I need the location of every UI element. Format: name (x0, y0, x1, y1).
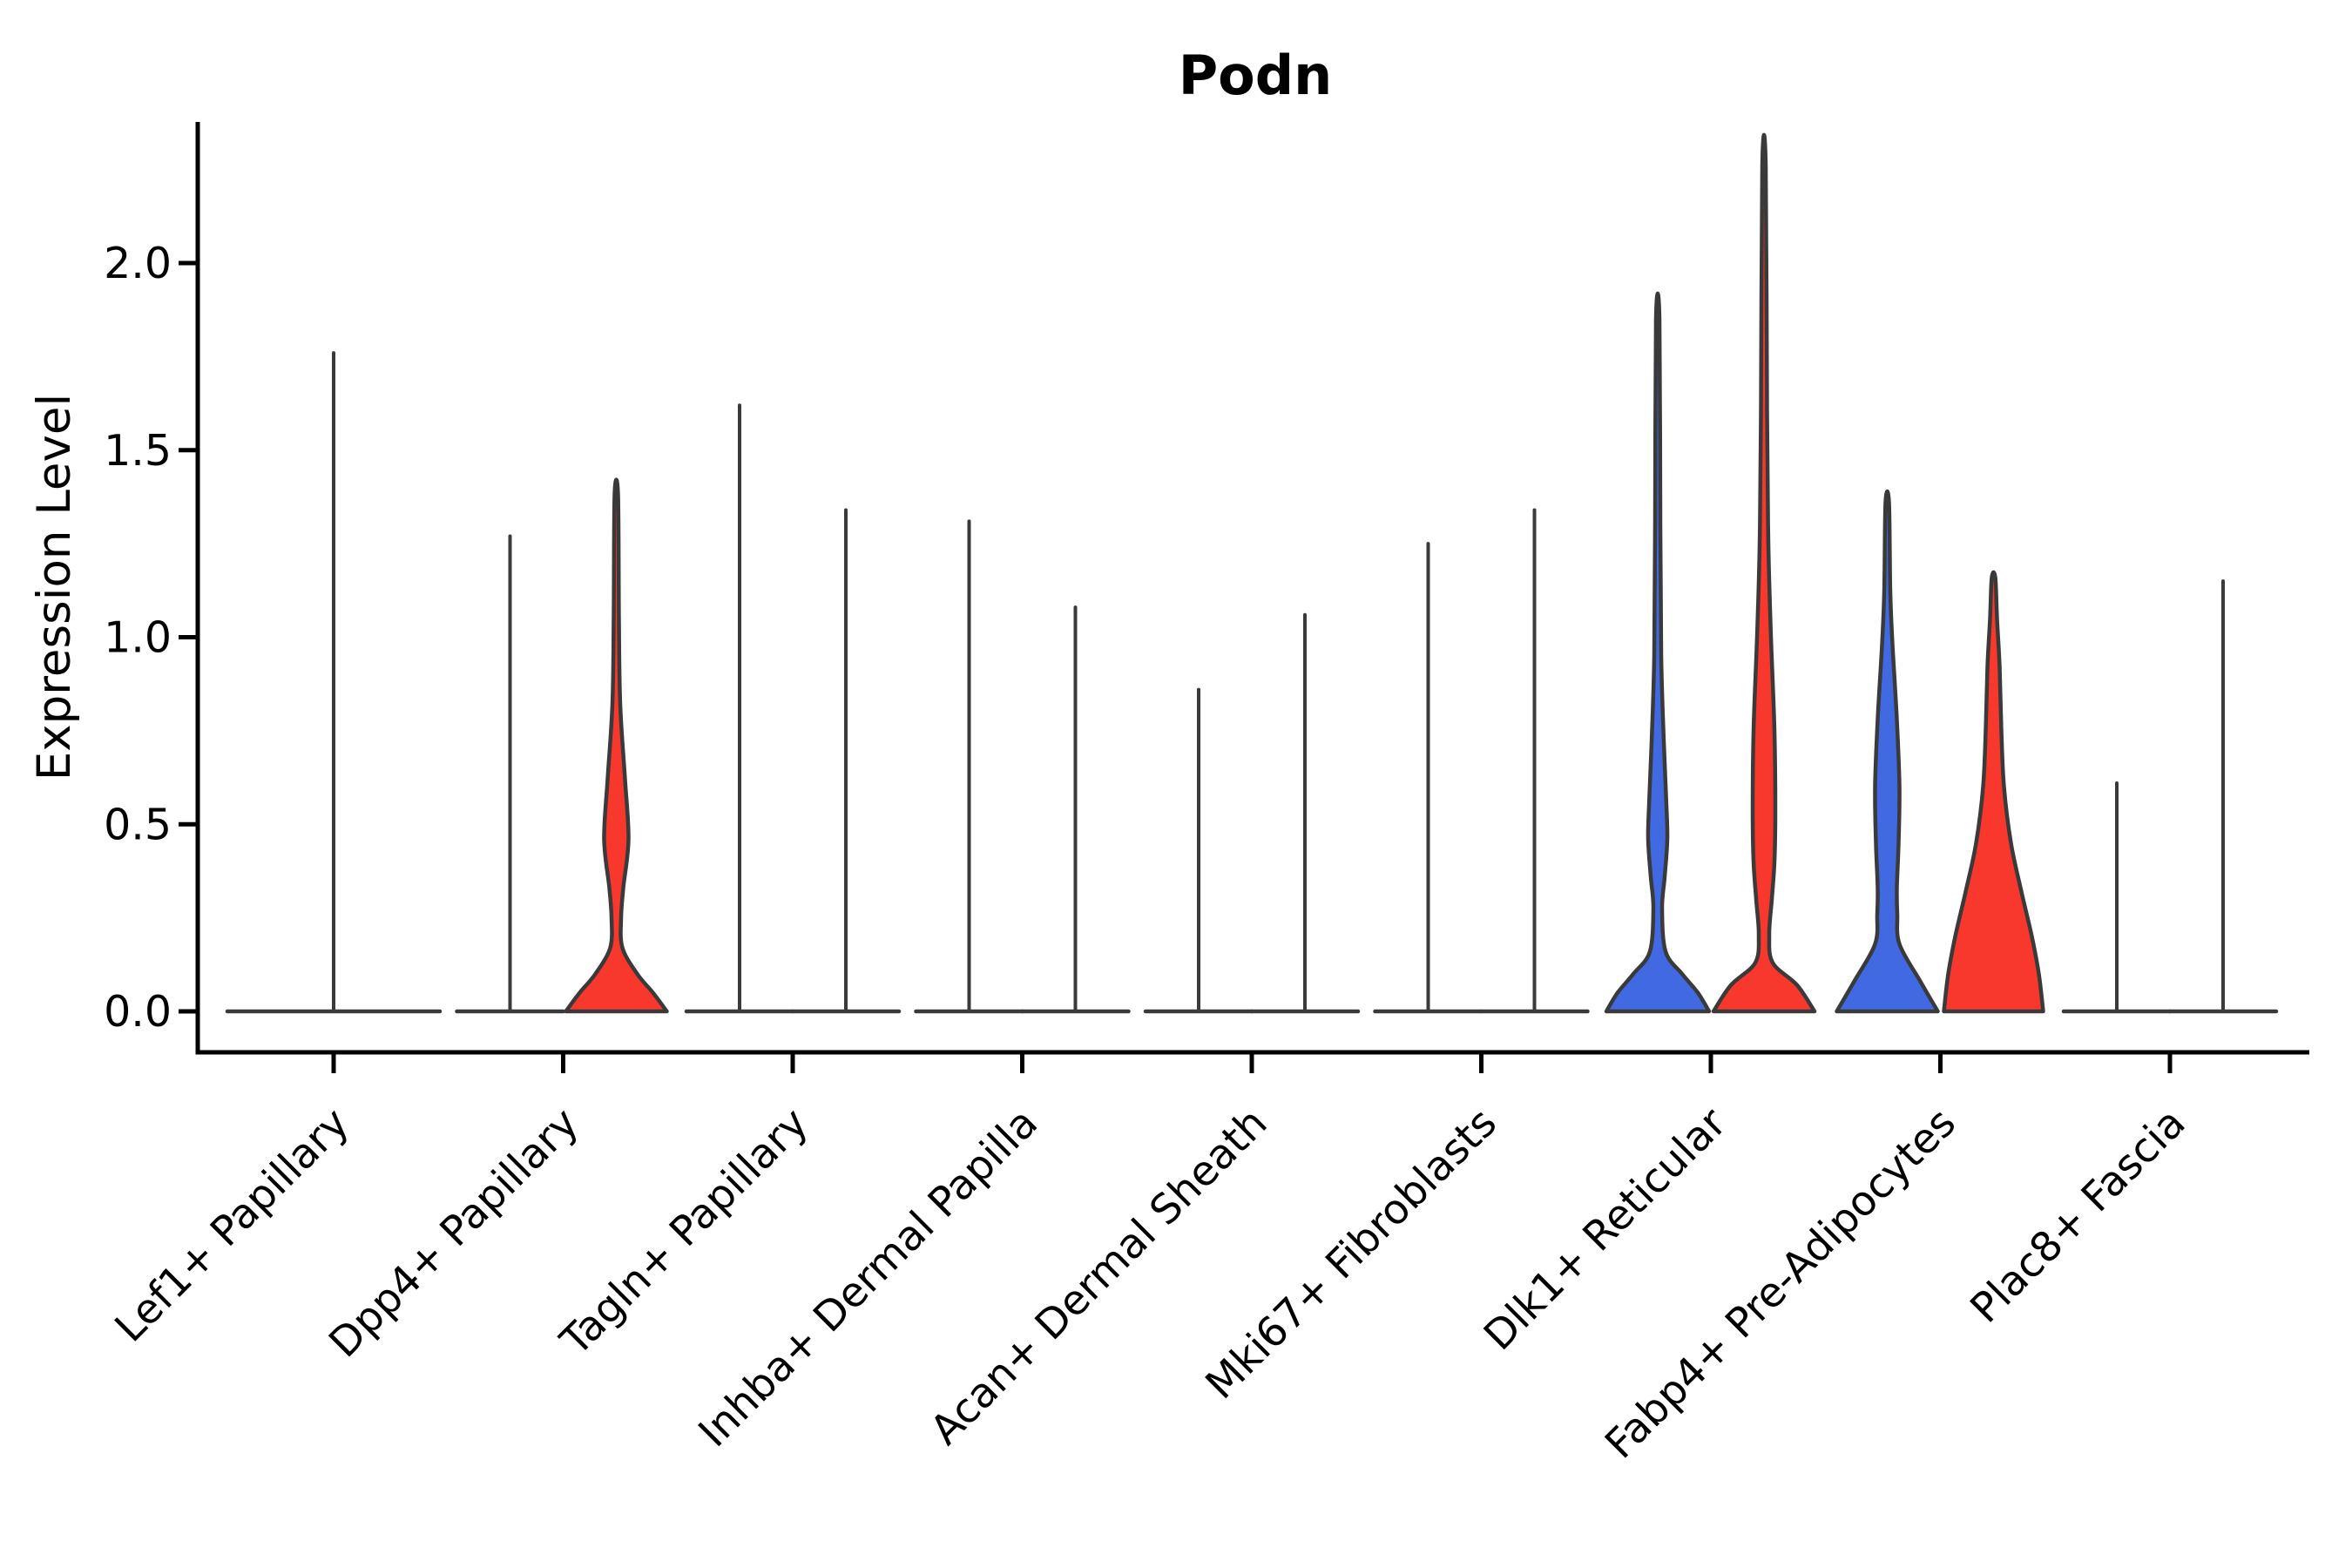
y-tick-label-1.0: 1.0 (104, 613, 172, 663)
x-tick-label-dlk1-reticular: Dlk1+ Reticular (1475, 1098, 1736, 1360)
y-tick-label-2.0: 2.0 (104, 239, 172, 288)
x-tick-label-lef1-papillary: Lef1+ Papillary (106, 1099, 359, 1352)
y-axis-label: Expression Level (28, 394, 81, 781)
chart-title: Podn (1179, 44, 1333, 107)
y-tick-label-1.5: 1.5 (104, 426, 172, 476)
x-tick-label-dpp4-papillary: Dpp4+ Papillary (320, 1099, 588, 1368)
x-tick-label-tagln-papillary: Tagln+ Papillary (551, 1099, 818, 1366)
violins (225, 132, 2279, 1014)
violin-dlk1-reticular-left (1604, 291, 1712, 1014)
y-tick-label-0.5: 0.5 (104, 800, 172, 849)
y-tick-label-0.0: 0.0 (104, 987, 172, 1037)
violin-dpp4-papillary-right (564, 477, 669, 1014)
x-tick-label-plac8-fascia: Plac8+ Fascia (1962, 1099, 2195, 1333)
violin-dlk1-reticular-right (1711, 132, 1817, 1014)
violin-fabp4-pre-adipocytes-left (1835, 489, 1940, 1014)
axes (179, 122, 2309, 1073)
violin-fabp4-pre-adipocytes-right (1942, 570, 2045, 1014)
